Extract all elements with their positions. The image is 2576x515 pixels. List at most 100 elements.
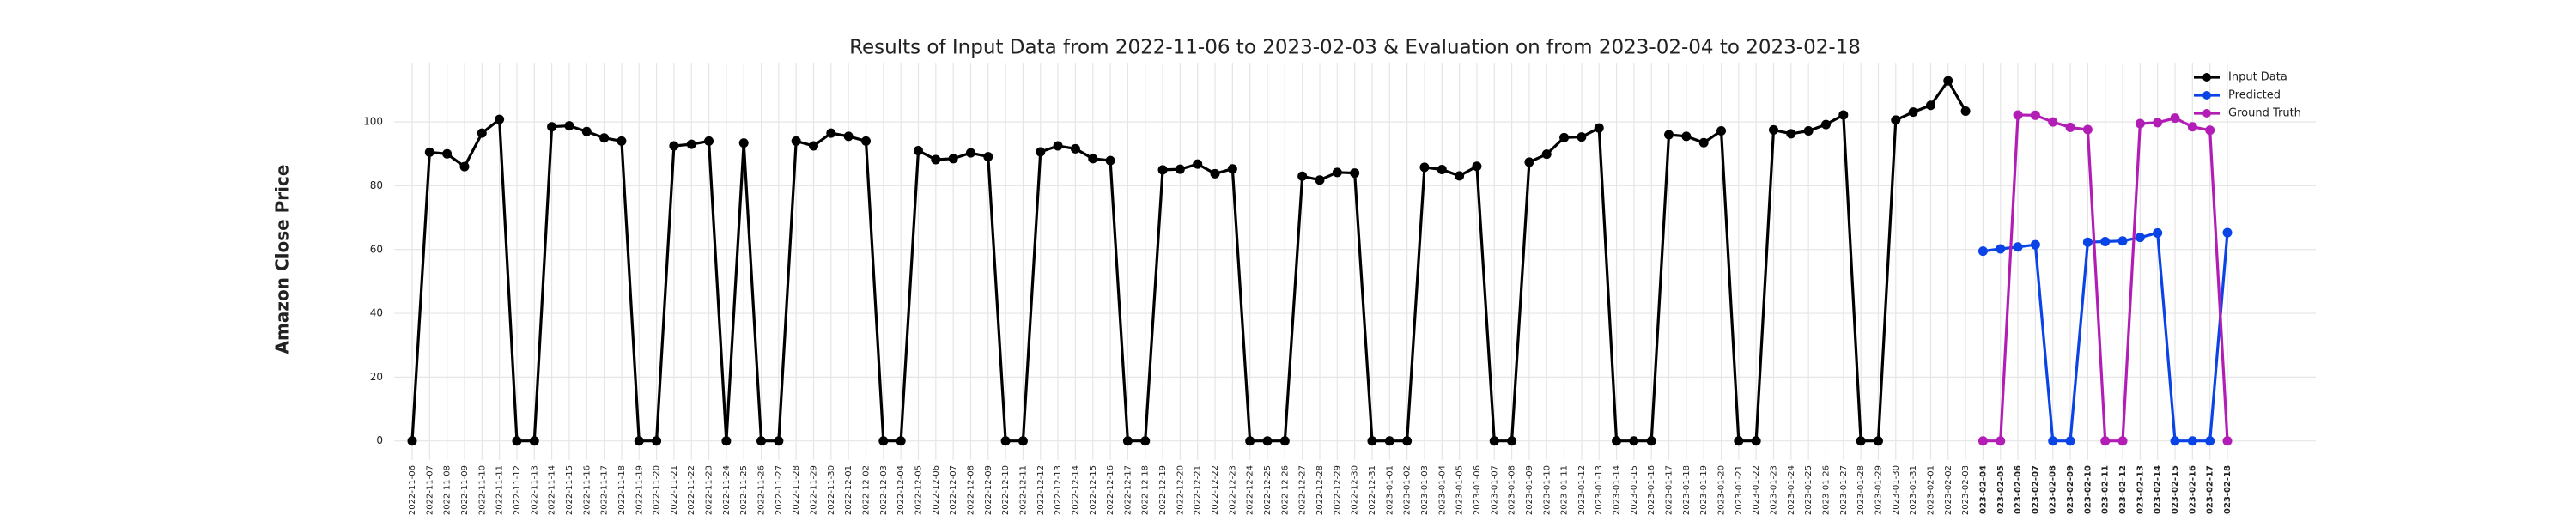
data-point: [791, 136, 801, 146]
data-point: [1210, 168, 1220, 179]
x-tick-label: 2022-12-24: [1246, 465, 1255, 515]
y-tick-label: 0: [376, 434, 383, 446]
x-tick-label: 2022-11-30: [827, 465, 836, 515]
x-tick-label: 2022-11-20: [653, 465, 662, 515]
data-point: [1053, 141, 1063, 151]
data-point: [1279, 436, 1290, 446]
data-point: [1577, 132, 1587, 142]
x-tick-label: 2023-02-11: [2101, 465, 2111, 515]
data-point: [1472, 161, 1482, 172]
x-tick-label: 2022-12-12: [1036, 465, 1046, 515]
x-tick-label: 2023-02-01: [1926, 465, 1935, 515]
data-point: [1978, 436, 1988, 446]
x-tick-label: 2023-01-10: [1542, 465, 1552, 515]
x-tick-label: 2023-01-16: [1647, 465, 1656, 515]
y-tick-label: 100: [363, 116, 383, 128]
data-point: [617, 136, 627, 146]
y-tick-label: 20: [370, 371, 383, 383]
data-point: [983, 152, 993, 162]
x-tick-label: 2023-01-12: [1577, 465, 1587, 515]
data-point: [442, 148, 453, 159]
x-tick-label: 2023-01-04: [1437, 465, 1447, 515]
data-point: [1402, 436, 1413, 446]
x-tick-label: 2023-01-31: [1909, 465, 1918, 515]
x-tick-label: 2023-01-11: [1560, 465, 1570, 515]
x-tick-label: 2022-11-29: [810, 465, 819, 515]
data-point: [459, 161, 470, 172]
x-tick-label: 2022-11-23: [705, 465, 714, 515]
data-point: [2170, 436, 2180, 446]
x-tick-label: 2023-01-20: [1717, 465, 1727, 515]
data-point: [2187, 436, 2197, 446]
data-point: [756, 436, 767, 446]
data-point: [2222, 436, 2233, 446]
data-point: [1925, 100, 1935, 111]
x-tick-label: 2023-01-03: [1420, 465, 1430, 515]
data-point: [2117, 236, 2128, 246]
x-tick-label: 2022-11-25: [739, 465, 749, 515]
data-point: [529, 436, 539, 446]
x-tick-label: 2022-12-18: [1141, 465, 1151, 515]
x-tick-label: 2022-11-13: [530, 465, 539, 515]
x-tick-label: 2022-11-21: [670, 465, 679, 515]
x-tick-label: 2022-12-28: [1315, 465, 1325, 515]
x-tick-label: 2023-02-06: [2014, 465, 2023, 515]
data-point: [2153, 118, 2163, 128]
x-tick-label: 2022-12-21: [1194, 465, 1203, 515]
x-tick-label: 2022-11-14: [548, 465, 557, 515]
data-point: [2082, 124, 2093, 135]
x-tick-label: 2022-12-02: [862, 465, 872, 515]
data-point: [1105, 155, 1115, 166]
x-tick-label: 2023-02-02: [1944, 465, 1953, 515]
data-point: [2048, 436, 2058, 446]
x-tick-label: 2023-02-08: [2049, 465, 2058, 515]
x-tick-label: 2022-12-17: [1123, 465, 1133, 515]
data-point: [1419, 162, 1430, 173]
data-point: [669, 141, 679, 151]
legend-marker: [2202, 109, 2211, 118]
x-tick-label: 2022-11-22: [687, 465, 696, 515]
data-point: [1996, 244, 2006, 254]
data-point: [1175, 164, 1185, 174]
x-tick-label: 2023-01-02: [1403, 465, 1413, 515]
data-point: [1856, 436, 1866, 446]
x-tick-label: 2022-12-25: [1263, 465, 1273, 515]
x-tick-label: 2022-11-12: [513, 465, 522, 515]
data-point: [686, 139, 696, 149]
data-point: [2135, 233, 2145, 243]
data-point: [2030, 239, 2040, 250]
data-point: [2100, 436, 2111, 446]
x-tick-label: 2022-12-08: [966, 465, 975, 515]
data-point: [1943, 76, 1953, 86]
x-tick-label: 2023-01-30: [1892, 465, 1901, 515]
data-point: [1629, 436, 1639, 446]
data-point: [1820, 119, 1831, 130]
data-point: [1873, 436, 1883, 446]
data-point: [1716, 126, 1727, 136]
data-point: [1664, 130, 1674, 140]
data-point: [1908, 107, 1918, 118]
x-tick-label: 2022-11-17: [600, 465, 610, 515]
data-point: [1594, 123, 1604, 133]
data-point: [704, 136, 714, 146]
data-point: [2048, 117, 2058, 127]
x-tick-label: 2023-02-05: [1996, 465, 2006, 515]
data-point: [965, 148, 975, 158]
data-point: [1960, 106, 1971, 116]
x-tick-label: 2023-01-28: [1856, 465, 1866, 515]
data-point: [721, 436, 732, 446]
x-tick-label: 2022-12-10: [1001, 465, 1011, 515]
x-tick-label: 2022-12-04: [896, 465, 906, 515]
data-point: [2187, 122, 2197, 132]
x-tick-label: 2022-12-22: [1211, 465, 1220, 515]
data-point: [1612, 436, 1622, 446]
data-point: [1193, 159, 1203, 169]
data-point: [477, 128, 487, 138]
data-point: [1227, 164, 1237, 174]
data-point: [581, 126, 592, 136]
data-point: [2065, 122, 2075, 132]
data-point: [1996, 436, 2006, 446]
x-tick-label: 2022-12-05: [914, 465, 923, 515]
data-point: [1803, 126, 1814, 136]
data-point: [896, 436, 906, 446]
